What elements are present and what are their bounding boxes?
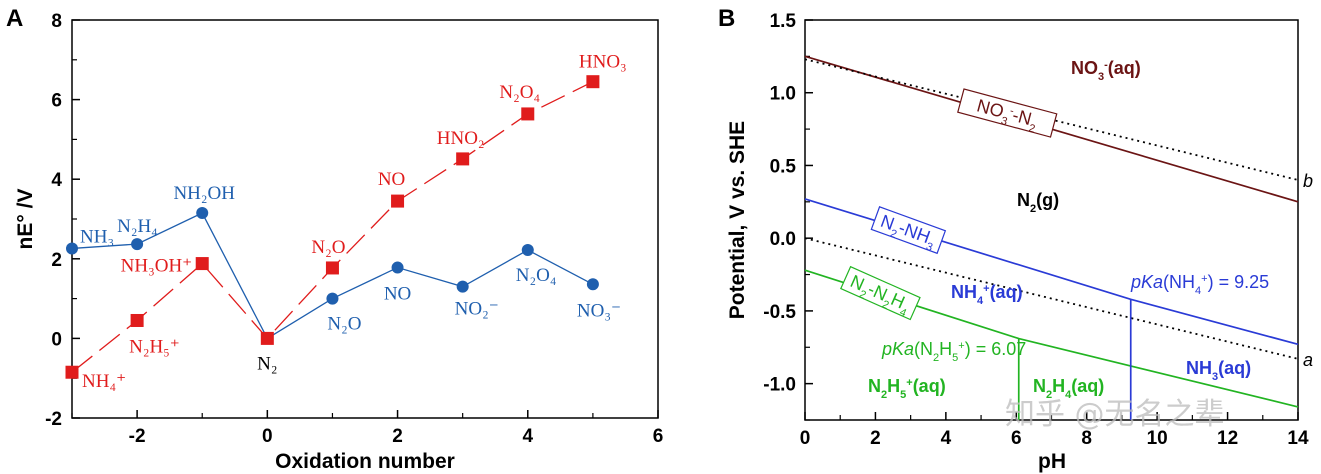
red-series-point [195, 257, 209, 271]
red-series-point [65, 365, 79, 379]
panel-a-x-tick-label: 0 [262, 426, 273, 447]
panel-b-y-tick-label: 1.0 [770, 84, 796, 105]
region-label-nitrate: NO3-(aq) [1071, 58, 1141, 83]
panel-a-species-labels: NH₃ N₂H₄ NH₂OH N₂ N₂O NO NO₂⁻ N₂O₄ NO₃⁻ NH₄⁺N₂H₅⁺… [80, 52, 627, 393]
panel-b-x-tick-label: 6 [1011, 428, 1022, 449]
panel-a-y-tick-label: 6 [51, 91, 62, 112]
region-label-ammonia: NH3(aq) [1186, 358, 1251, 383]
red-species-label: NH₄⁺ [82, 371, 126, 392]
panel-b-x-tick-label: 10 [1147, 428, 1168, 449]
region-label-ammonium: NH4+(aq) [951, 282, 1023, 307]
water-reduction-line-a [804, 237, 1299, 360]
red-series-point [260, 331, 274, 345]
panel-b-annotations: NO3-(aq) N2(g) NH4+(aq) NH3(aq) N2H5+(aq) N2H… [840, 58, 1313, 401]
line-label-nitrogen-ammonia: N2-NH3 [870, 206, 947, 255]
blue-species-label: N₂O₄ [516, 265, 557, 286]
panel-b-x-axis-label: pH [1038, 450, 1066, 473]
red-species-label: N₂O [311, 237, 345, 258]
panel-b-y-tick-label: 0.5 [770, 156, 797, 177]
blue-series-point [196, 207, 209, 220]
panel-a-markers [65, 75, 600, 379]
blue-species-label: NO [384, 284, 411, 305]
blue-species-label: NH₃ [80, 226, 114, 247]
panel-a-y-tick-label: 4 [51, 170, 62, 191]
red-series-point [325, 261, 339, 275]
panel-a-y-tick-label: 8 [51, 11, 62, 32]
red-series-point [456, 152, 470, 166]
region-label-hydrazine: N2H4(aq) [1033, 376, 1104, 401]
red-species-label: NH₃OH⁺ [121, 256, 193, 277]
panel-b-y-tick-label: 1.5 [770, 11, 797, 32]
panel-a-x-tick-label: 2 [392, 426, 403, 447]
panel-a-y-axis-label: nE° /V [14, 189, 37, 250]
panel-b-x-tick-label: 14 [1287, 428, 1309, 449]
red-species-label: N₂O₄ [499, 82, 540, 103]
dotted-line-label-b: b [1303, 171, 1313, 191]
blue-species-label: N₂H₄ [117, 216, 158, 237]
panel-a-x-axis-label: Oxidation number [275, 450, 455, 473]
watermark: 知乎 @无名之辈 [1005, 397, 1225, 432]
panel-b-x-tick-label: 4 [941, 428, 952, 449]
panel-a-x-tick-label: 4 [522, 426, 533, 447]
panel-b-y-tick-label: -1.0 [763, 375, 796, 396]
panel-a-frame [71, 19, 659, 419]
panel-b-x-tick-label: 2 [870, 428, 881, 449]
blue-species-label: NO₂⁻ [455, 299, 499, 320]
blue-series-point [326, 292, 339, 305]
line-label-nitrate-nitrogen-box [957, 88, 1058, 138]
panel-b: B 0 2 4 6 8 10 12 14 -1.0 -0.5 0.0 0.5 1.0 1.5 NO3-(a… [718, 5, 1313, 473]
panel-a-letter: A [6, 5, 23, 32]
panel-a-y-tick-label: 2 [51, 250, 62, 271]
red-series-point [586, 75, 600, 89]
pka-annotation-hydrazinium: pKa(N2H5+) = 6.07 [881, 339, 1026, 364]
blue-species-label: N₂O [327, 314, 361, 335]
panel-a-y-tick-label: 0 [51, 329, 62, 350]
red-species-label: HNO₃ [579, 52, 627, 73]
region-label-hydrazinium: N2H5+(aq) [868, 376, 946, 401]
panel-b-letter: B [718, 5, 735, 32]
red-series-point [391, 194, 405, 208]
line-label-nitrogen-hydrazine-box [840, 265, 921, 321]
blue-series-point [391, 261, 404, 274]
panel-b-axes: 0 2 4 6 8 10 12 14 -1.0 -0.5 0.0 0.5 1.0 1.5 [763, 11, 1309, 449]
pka-annotation-ammonium: pKa(NH4+) = 9.25 [1130, 272, 1269, 297]
red-species-label: HNO₂ [437, 128, 485, 149]
red-species-label: NO [378, 169, 405, 190]
red-series-point [130, 313, 144, 327]
blue-series-point [521, 244, 534, 257]
dotted-line-label-a: a [1303, 350, 1313, 370]
blue-species-label: N₂ [257, 353, 277, 374]
panel-a-x-tick-label: 6 [653, 426, 664, 447]
red-series-point [521, 107, 535, 121]
line-label-nitrogen-hydrazine: N2-N2H4 [840, 265, 921, 321]
panel-a-y-tick-label: -2 [45, 409, 62, 430]
panel-a-x-tick-label: -2 [129, 426, 146, 447]
panel-b-x-tick-label: 0 [800, 428, 811, 449]
panel-b-x-tick-label: 8 [1081, 428, 1092, 449]
line-label-nitrogen-ammonia-box [870, 206, 947, 255]
panel-b-y-tick-label: -0.5 [763, 302, 796, 323]
blue-series-point [131, 238, 144, 251]
panel-b-x-tick-label: 12 [1217, 428, 1238, 449]
blue-series-point [66, 242, 78, 255]
blue-species-label: NO₃⁻ [577, 300, 621, 321]
blue-series-point [586, 278, 599, 291]
red-species-label: N₂H₅⁺ [129, 336, 180, 357]
line-label-nitrate-nitrogen-text: NO3--N2 [973, 95, 1039, 135]
blue-series-point [456, 280, 469, 293]
region-label-nitrogen: N2(g) [1017, 190, 1059, 215]
line-label-nitrate-nitrogen: NO3--N2 [957, 88, 1058, 138]
panel-b-y-tick-label: 0.0 [770, 229, 796, 250]
panel-b-y-axis-label: Potential, V vs. SHE [726, 121, 749, 319]
blue-species-label: NH₂OH [173, 183, 235, 204]
